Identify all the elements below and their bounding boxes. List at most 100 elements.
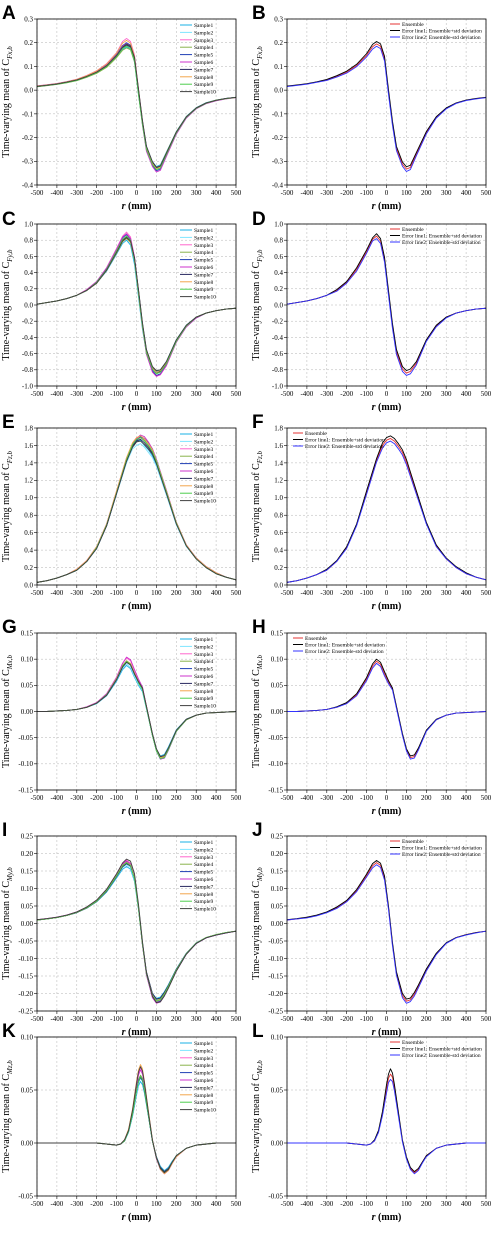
y-tick-label: 0.20 (21, 850, 34, 858)
x-tick-label: -100 (110, 589, 123, 597)
legend-label: Error line1: Ensemble+std deviation (402, 846, 482, 852)
legend-label: Ensemble (305, 636, 327, 642)
y-tick-label: 0.2 (274, 39, 283, 47)
x-tick-label: 100 (151, 589, 162, 597)
x-tick-label: 300 (191, 189, 202, 197)
x-tick-label: 500 (481, 390, 492, 398)
x-tick-label: 100 (401, 589, 412, 597)
x-tick-label: -300 (320, 794, 333, 802)
legend-label: Error line2: Ensemble-std deviation (402, 1053, 481, 1059)
legend-label: Sample8 (194, 892, 213, 898)
legend-label: Sample8 (194, 1093, 213, 1099)
x-tick-label: -100 (110, 1015, 123, 1023)
x-tick-label: 0 (385, 794, 389, 802)
x-tick-label: -400 (50, 189, 63, 197)
x-tick-label: -400 (50, 589, 63, 597)
chart-panel-a: A -500 -400 -300 -200 -100 0 100 200 300 400 500 -0.… (1, 3, 242, 212)
x-axis-label: r (mm) (372, 601, 402, 612)
x-axis-label: r (mm) (372, 201, 402, 212)
y-tick-label: -0.4 (272, 181, 284, 189)
y-tick-label: -0.05 (18, 734, 33, 742)
legend-label: Ensemble (402, 22, 424, 28)
legend-label: Sample7 (194, 884, 213, 890)
y-tick-label: 0.0 (24, 581, 33, 589)
y-tick-label: 1.0 (274, 494, 283, 502)
x-tick-label: 300 (191, 794, 202, 802)
x-tick-label: -100 (110, 794, 123, 802)
legend-label: Sample10 (194, 1108, 216, 1114)
legend-label: Sample8 (194, 689, 213, 695)
x-tick-label: 200 (421, 189, 432, 197)
y-tick-label: 0.8 (24, 237, 33, 245)
x-tick-label: 200 (421, 794, 432, 802)
y-tick-label: 0.10 (21, 656, 34, 664)
x-axis-label: r (mm) (122, 806, 152, 817)
x-tick-label: -300 (70, 794, 83, 802)
y-tick-label: -0.05 (18, 937, 33, 945)
x-tick-label: -200 (90, 189, 103, 197)
y-tick-label: -0.20 (268, 990, 283, 998)
x-tick-label: -300 (70, 390, 83, 398)
chart-panel-i: I -500 -400 -300 -200 -100 0 100 200 300 400 500 -0.… (1, 820, 242, 1038)
y-tick-label: -0.15 (18, 972, 33, 980)
x-axis-label: r (mm) (122, 201, 152, 212)
y-tick-label: 0.3 (24, 15, 33, 23)
panel-letter: H (252, 617, 266, 638)
x-tick-label: 0 (385, 589, 389, 597)
legend: Sample1Sample2Sample3Sample4Sample5Sampl… (180, 1041, 216, 1114)
legend-label: Sample10 (194, 907, 216, 913)
x-tick-label: -400 (300, 189, 313, 197)
x-tick-label: 200 (171, 390, 182, 398)
y-tick-label: -0.6 (272, 350, 284, 358)
legend-label: Sample4 (194, 1063, 213, 1069)
y-tick-label: -0.2 (22, 318, 34, 326)
legend-label: Sample6 (194, 469, 213, 475)
legend-label: Sample8 (194, 484, 213, 490)
y-tick-label: -0.1 (272, 110, 284, 118)
x-axis-label: r (mm) (372, 1027, 402, 1038)
y-tick-label: 0.10 (271, 1033, 284, 1041)
y-axis-label: Time-varying mean of CFx,b (251, 46, 264, 158)
x-tick-label: -200 (90, 390, 103, 398)
legend-label: Sample7 (194, 476, 213, 482)
y-tick-label: 0.0 (24, 87, 33, 95)
x-axis-label: r (mm) (122, 1027, 152, 1038)
x-tick-label: 500 (481, 1200, 492, 1208)
x-tick-label: 500 (231, 390, 242, 398)
legend-label: Ensemble (402, 1040, 424, 1046)
x-tick-label: 0 (135, 1200, 139, 1208)
y-tick-label: 0.05 (21, 902, 34, 910)
x-axis-label: r (mm) (122, 1212, 152, 1223)
y-tick-label: 0.4 (24, 269, 33, 277)
chart-panel-l: L -500 -400 -300 -200 -100 0 100 200 300 400 500 -0.… (251, 1021, 492, 1223)
y-tick-label: 1.0 (24, 494, 33, 502)
legend-label: Error line1: Ensemble+std deviation (402, 234, 482, 240)
y-tick-label: 0.25 (271, 832, 284, 840)
legend-label: Sample6 (194, 877, 213, 883)
y-tick-label: -0.05 (268, 734, 283, 742)
x-tick-label: -500 (281, 1200, 294, 1208)
y-tick-label: 0.05 (271, 682, 284, 690)
chart-panel-e: E -500 -400 -300 -200 -100 0 100 200 300 400 500 0.0… (1, 412, 242, 612)
x-tick-label: 400 (461, 1200, 472, 1208)
y-tick-label: 0.10 (21, 1033, 34, 1041)
y-tick-label: 0.6 (274, 253, 283, 261)
x-tick-label: -200 (340, 390, 353, 398)
legend-label: Error line1: Ensemble+std deviation (402, 1047, 482, 1053)
x-tick-label: 300 (441, 189, 452, 197)
x-tick-label: -400 (50, 390, 63, 398)
x-tick-label: 400 (211, 390, 222, 398)
y-tick-label: 1.6 (24, 442, 33, 450)
legend-label: Error line1: Ensemble+std deviation (305, 438, 385, 444)
series-line (286, 238, 487, 376)
x-tick-label: 400 (461, 1015, 472, 1023)
legend-label: Sample6 (194, 1078, 213, 1084)
series-line (287, 1078, 486, 1175)
plot-area (287, 1037, 486, 1196)
y-tick-label: -0.10 (268, 760, 283, 768)
legend-label: Sample9 (194, 696, 213, 702)
y-tick-label: -0.2 (272, 318, 284, 326)
legend-label: Sample9 (194, 287, 213, 293)
